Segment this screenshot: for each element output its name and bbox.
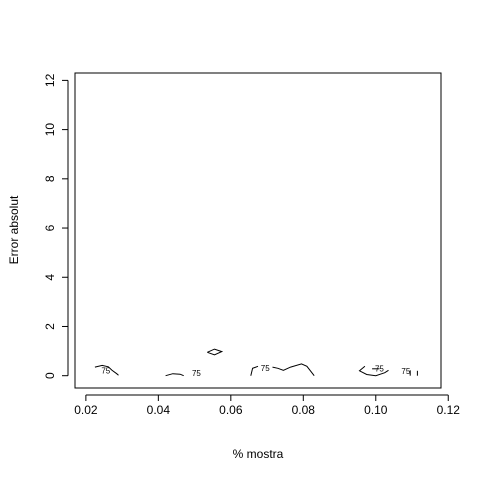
contour-labels: 75 75 75 75 75 (101, 364, 410, 378)
contour-lines (94, 348, 418, 377)
contour-label: 75 (261, 364, 270, 373)
contour-label: 75 (101, 366, 110, 375)
contour-line (207, 348, 224, 356)
x-tick-label: 0.06 (219, 403, 243, 417)
x-tick-label: 0.10 (364, 403, 388, 417)
x-axis: 0.02 0.04 0.06 0.08 0.10 0.12 (74, 394, 461, 417)
x-tick-label: 0.02 (74, 403, 98, 417)
y-axis-label: Error absolut (7, 195, 21, 264)
x-tick-label: 0.04 (147, 403, 171, 417)
y-tick-label: 6 (43, 224, 57, 231)
y-tick-label: 10 (43, 123, 57, 137)
y-tick-label: 12 (43, 73, 57, 87)
x-axis-label: % mostra (233, 447, 284, 461)
y-tick-label: 0 (43, 372, 57, 379)
contour-line (250, 365, 259, 376)
y-tick-label: 2 (43, 323, 57, 330)
contour-label: 75 (192, 369, 201, 378)
contour-line (272, 363, 315, 377)
y-tick-label: 8 (43, 175, 57, 182)
plot-frame (74, 72, 442, 389)
contour-line (165, 373, 184, 377)
contour-line (94, 364, 119, 376)
y-tick-label: 4 (43, 274, 57, 281)
y-axis: 0 2 4 6 8 10 12 (43, 73, 69, 379)
x-tick-label: 0.08 (292, 403, 316, 417)
contour-line (358, 365, 389, 377)
x-tick-label: 0.12 (437, 403, 461, 417)
contour-label: 75 (401, 367, 410, 376)
contour-label: 75 (375, 364, 384, 373)
